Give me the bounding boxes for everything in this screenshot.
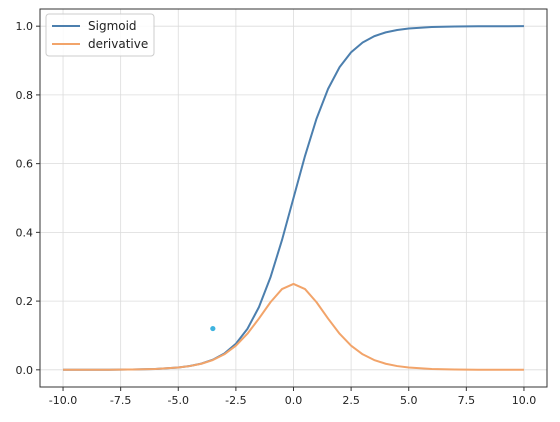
legend-label: derivative [88,37,148,51]
data-point [210,325,216,332]
y-tick-label: 0.2 [16,295,34,308]
legend: Sigmoid derivative [45,13,155,57]
series-line-derivative [63,282,524,371]
legend-label: Sigmoid [88,19,137,33]
extra-points [210,325,216,332]
x-tick-label: -2.5 [225,394,246,407]
y-tick-label: 0.4 [16,226,34,239]
y-tick-label: 0.8 [16,89,34,102]
x-tick-label: 0.0 [285,394,303,407]
x-tick-label: -7.5 [110,394,131,407]
y-tick-label: 0.6 [16,158,34,171]
x-tick-label: 7.5 [458,394,476,407]
x-tick-label: -10.0 [49,394,77,407]
x-axis-ticks: -10.0 -7.5 -5.0 -2.5 0.0 2.5 5.0 7.5 10.0 [49,387,536,407]
y-tick-label: 0.0 [16,364,34,377]
x-tick-label: 10.0 [512,394,537,407]
x-tick-label: 5.0 [400,394,418,407]
y-tick-label: 1.0 [16,20,34,33]
legend-box [45,13,155,57]
series-group [63,25,524,371]
y-axis-ticks: 0.0 0.2 0.4 0.6 0.8 1.0 [16,20,40,377]
x-tick-label: 2.5 [342,394,360,407]
x-tick-label: -5.0 [168,394,189,407]
